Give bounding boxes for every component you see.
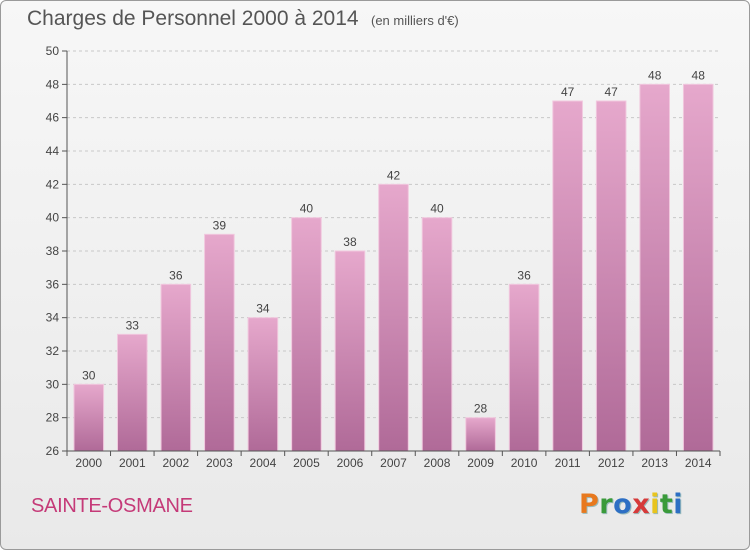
y-tick-label: 34 — [46, 311, 60, 325]
x-tick-label: 2009 — [467, 456, 494, 470]
y-tick-label: 48 — [46, 77, 60, 91]
logo-letter: P — [579, 489, 600, 520]
data-label: 42 — [387, 168, 401, 182]
y-tick-label: 42 — [46, 177, 60, 191]
x-tick-label: 2003 — [206, 456, 233, 470]
logo-letter: x — [632, 489, 651, 520]
logo-letter: r — [599, 489, 614, 520]
bar — [552, 100, 583, 452]
bar — [334, 250, 366, 452]
data-label: 40 — [300, 202, 314, 216]
data-label: 28 — [474, 402, 488, 416]
data-label: 36 — [169, 268, 183, 282]
bar — [465, 417, 496, 452]
y-tick-label: 36 — [46, 277, 60, 291]
logo-letter: i — [673, 489, 684, 520]
y-tick-label: 46 — [46, 111, 60, 125]
data-label: 33 — [126, 318, 140, 332]
logo-letter: t — [659, 489, 674, 520]
data-label: 38 — [343, 235, 357, 249]
x-tick-label: 2011 — [555, 456, 581, 470]
data-label: 36 — [517, 268, 531, 282]
labels: 26 28 30 32 34 36 38 40 42 44 46 48 50 30 2000 33 2001 36… — [46, 44, 712, 470]
bars — [73, 83, 714, 452]
x-tick-label: 2004 — [250, 456, 277, 470]
data-label: 30 — [82, 368, 96, 382]
y-tick-label: 50 — [46, 44, 60, 58]
logo-letter: o — [613, 489, 633, 520]
y-tick-label: 26 — [46, 444, 60, 458]
chart-title: Charges de Personnel 2000 à 2014 — [27, 7, 359, 30]
bar — [73, 383, 105, 452]
bar — [247, 317, 279, 452]
data-label: 39 — [213, 218, 227, 232]
x-tick-label: 2012 — [598, 456, 625, 470]
y-tick-label: 32 — [46, 344, 60, 358]
bar — [639, 83, 671, 452]
bar — [160, 283, 192, 452]
x-tick-label: 2001 — [119, 456, 146, 470]
bar — [682, 83, 714, 452]
y-tick-label: 44 — [46, 144, 60, 158]
axes — [62, 50, 721, 456]
x-tick-label: 2008 — [424, 456, 451, 470]
bar — [378, 183, 409, 452]
x-tick-label: 2010 — [511, 456, 538, 470]
bar — [421, 217, 453, 452]
y-tick-label: 30 — [46, 377, 60, 391]
data-label: 40 — [430, 202, 444, 216]
bar — [116, 333, 148, 452]
bar — [595, 100, 627, 452]
x-tick-label: 2006 — [337, 456, 364, 470]
data-label: 47 — [561, 85, 575, 99]
bar — [291, 217, 322, 452]
x-tick-label: 2002 — [162, 456, 189, 470]
data-label: 48 — [692, 68, 706, 82]
x-tick-label: 2013 — [641, 456, 668, 470]
x-tick-label: 2000 — [75, 456, 102, 470]
logo-letter: i — [650, 489, 660, 520]
x-tick-label: 2005 — [293, 456, 320, 470]
bar — [508, 283, 540, 452]
data-label: 47 — [604, 85, 618, 99]
data-label: 34 — [256, 302, 270, 316]
x-tick-label: 2014 — [685, 456, 712, 470]
commune-name: SAINTE-OSMANE — [31, 495, 193, 517]
x-tick-label: 2007 — [380, 456, 407, 470]
y-tick-label: 38 — [46, 244, 60, 258]
y-tick-label: 28 — [46, 411, 60, 425]
y-tick-label: 40 — [46, 211, 60, 225]
proxiti-logo: Proxiti — [579, 489, 683, 520]
bar — [204, 233, 235, 452]
chart-subtitle: (en milliers d'€) — [371, 13, 459, 28]
data-label: 48 — [648, 68, 662, 82]
